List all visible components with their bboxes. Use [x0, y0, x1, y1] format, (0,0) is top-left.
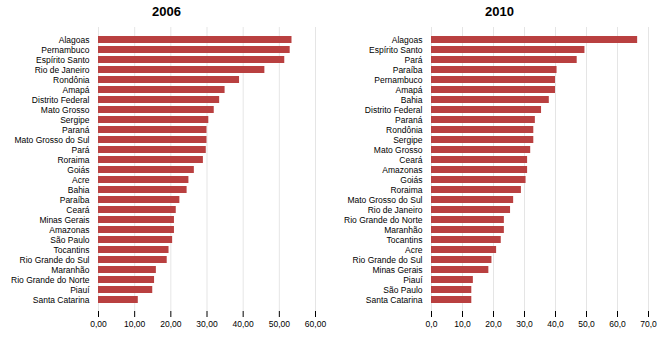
svg-text:Rio Grande do Norte: Rio Grande do Norte [11, 275, 90, 285]
svg-text:São Paulo: São Paulo [383, 285, 422, 295]
svg-text:Paraná: Paraná [62, 125, 90, 135]
svg-text:Acre: Acre [72, 175, 90, 185]
svg-text:Goiás: Goiás [67, 165, 89, 175]
svg-text:40,00: 40,00 [233, 319, 255, 329]
svg-text:Espírito Santo: Espírito Santo [36, 55, 90, 65]
svg-text:Tocantins: Tocantins [54, 245, 90, 255]
svg-text:50,00: 50,00 [269, 319, 291, 329]
svg-text:Rio de Janeiro: Rio de Janeiro [35, 65, 90, 75]
svg-text:0,00: 0,00 [90, 319, 107, 329]
svg-text:Maranhão: Maranhão [384, 225, 423, 235]
svg-text:Mato Grosso do Sul: Mato Grosso do Sul [14, 135, 89, 145]
svg-text:Rio Grande do Norte: Rio Grande do Norte [344, 215, 423, 225]
svg-text:Pará: Pará [72, 145, 90, 155]
svg-text:Rondônia: Rondônia [53, 75, 90, 85]
svg-text:Pará: Pará [405, 55, 423, 65]
svg-text:Paraná: Paraná [395, 115, 423, 125]
svg-text:Acre: Acre [405, 245, 423, 255]
svg-text:Paraíba: Paraíba [393, 65, 423, 75]
svg-text:Roraima: Roraima [57, 155, 89, 165]
svg-text:20,00: 20,00 [160, 319, 182, 329]
svg-text:Mato Grosso: Mato Grosso [374, 145, 423, 155]
svg-text:Distrito Federal: Distrito Federal [32, 95, 90, 105]
svg-text:Paraíba: Paraíba [60, 195, 90, 205]
svg-text:Amapá: Amapá [63, 85, 90, 95]
svg-text:30,0: 30,0 [516, 319, 533, 329]
svg-text:Rio Grande do Sul: Rio Grande do Sul [20, 255, 90, 265]
svg-text:10,00: 10,00 [124, 319, 146, 329]
svg-text:Distrito Federal: Distrito Federal [365, 105, 423, 115]
svg-text:Alagoas: Alagoas [392, 35, 423, 45]
svg-text:Sergipe: Sergipe [60, 115, 90, 125]
svg-text:Rondônia: Rondônia [386, 125, 423, 135]
svg-text:60,00: 60,00 [305, 319, 327, 329]
svg-text:Roraima: Roraima [390, 185, 422, 195]
svg-text:Bahia: Bahia [401, 95, 423, 105]
svg-text:30,00: 30,00 [196, 319, 218, 329]
svg-text:70,0: 70,0 [640, 319, 657, 329]
svg-text:Santa Catarina: Santa Catarina [366, 295, 423, 305]
svg-text:Piauí: Piauí [403, 275, 423, 285]
svg-text:Bahia: Bahia [68, 185, 90, 195]
svg-text:Minas Gerais: Minas Gerais [372, 265, 422, 275]
svg-text:Espírito Santo: Espírito Santo [369, 45, 423, 55]
html-text:2006: 2006 [152, 4, 181, 19]
svg-text:Pernambuco: Pernambuco [41, 45, 89, 55]
svg-text:10,0: 10,0 [454, 319, 471, 329]
svg-text:Maranhão: Maranhão [51, 265, 90, 275]
svg-text:Santa Catarina: Santa Catarina [33, 295, 90, 305]
svg-text:Rio de Janeiro: Rio de Janeiro [368, 205, 423, 215]
svg-text:Goiás: Goiás [400, 175, 422, 185]
svg-text:Ceará: Ceará [66, 205, 89, 215]
svg-text:Minas Gerais: Minas Gerais [39, 215, 89, 225]
svg-text:Pernambuco: Pernambuco [374, 75, 422, 85]
svg-text:Rio Grande do Sul: Rio Grande do Sul [353, 255, 423, 265]
svg-text:40,0: 40,0 [547, 319, 564, 329]
svg-text:0,0: 0,0 [426, 319, 438, 329]
svg-text:Amapá: Amapá [396, 85, 423, 95]
svg-text:Piauí: Piauí [70, 285, 90, 295]
svg-text:Tocantins: Tocantins [387, 235, 423, 245]
svg-text:Amazonas: Amazonas [382, 165, 422, 175]
svg-text:Mato Grosso do Sul: Mato Grosso do Sul [347, 195, 422, 205]
svg-text:Amazonas: Amazonas [49, 225, 89, 235]
svg-text:Ceará: Ceará [399, 155, 422, 165]
svg-text:São Paulo: São Paulo [50, 235, 89, 245]
svg-text:Sergipe: Sergipe [393, 135, 423, 145]
svg-text:50,0: 50,0 [578, 319, 595, 329]
html-text:2010: 2010 [485, 4, 514, 19]
svg-text:Alagoas: Alagoas [59, 35, 90, 45]
svg-text:20,0: 20,0 [485, 319, 502, 329]
svg-text:Mato Grosso: Mato Grosso [41, 105, 90, 115]
svg-text:60,0: 60,0 [609, 319, 626, 329]
